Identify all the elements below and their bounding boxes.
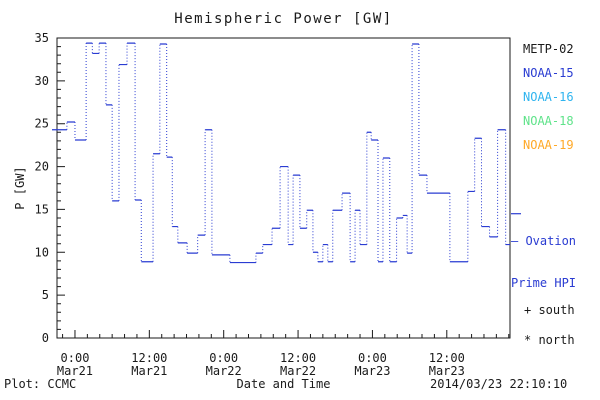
y-tick-label: 10: [35, 245, 49, 259]
x-tick-date-label: Mar22: [280, 364, 316, 378]
y-tick-label: 5: [42, 288, 49, 302]
ovation-prime-hpi-label: – Ovation Prime HPI: [511, 206, 576, 318]
ovation-label-line1: – Ovation: [511, 234, 577, 248]
y-tick-label: 30: [35, 74, 49, 88]
x-tick-date-label: Mar23: [354, 364, 390, 378]
x-tick-date-label: Mar22: [206, 364, 242, 378]
ovation-label-line2: Prime HPI: [511, 276, 577, 290]
legend-item-noaa-16: NOAA-16: [523, 90, 574, 104]
satellite-legend: METP-02 NOAA-15 NOAA-16 NOAA-18 NOAA-19: [523, 42, 574, 152]
y-axis-label: P [GW]: [13, 166, 27, 210]
legend-item-metp-02: METP-02: [523, 42, 574, 56]
x-tick-label: 0:00: [209, 351, 238, 365]
chart-title: Hemispheric Power [GW]: [174, 11, 393, 27]
legend-item-noaa-19: NOAA-19: [523, 138, 574, 152]
y-tick-label: 25: [35, 117, 49, 131]
x-axis-label: Date and Time: [236, 377, 331, 391]
x-tick-date-label: Mar23: [429, 364, 465, 378]
x-tick-label: 0:00: [358, 351, 387, 365]
plot-credit: Plot: CCMC: [4, 377, 77, 391]
power-step-connectors: [66, 43, 507, 263]
y-tick-label: 0: [42, 331, 49, 345]
x-tick-date-label: Mar21: [131, 364, 167, 378]
legend-item-noaa-15: NOAA-15: [523, 66, 574, 80]
plot-timestamp: 2014/03/23 22:10:10: [430, 377, 568, 391]
plot-frame: [56, 37, 511, 339]
x-tick-label: 12:00: [429, 351, 465, 365]
south-marker-label: + south: [524, 303, 575, 317]
axis-ticks: [57, 37, 510, 339]
x-tick-label: 0:00: [61, 351, 90, 365]
north-marker-label: * north: [524, 333, 575, 347]
legend-item-noaa-18: NOAA-18: [523, 114, 574, 128]
x-tick-label: 12:00: [131, 351, 167, 365]
x-tick-label: 12:00: [280, 351, 316, 365]
power-step-levels: [52, 42, 510, 264]
x-tick-date-label: Mar21: [57, 364, 93, 378]
y-tick-label: 15: [35, 202, 49, 216]
y-tick-label: 35: [35, 31, 49, 45]
y-tick-label: 20: [35, 160, 49, 174]
